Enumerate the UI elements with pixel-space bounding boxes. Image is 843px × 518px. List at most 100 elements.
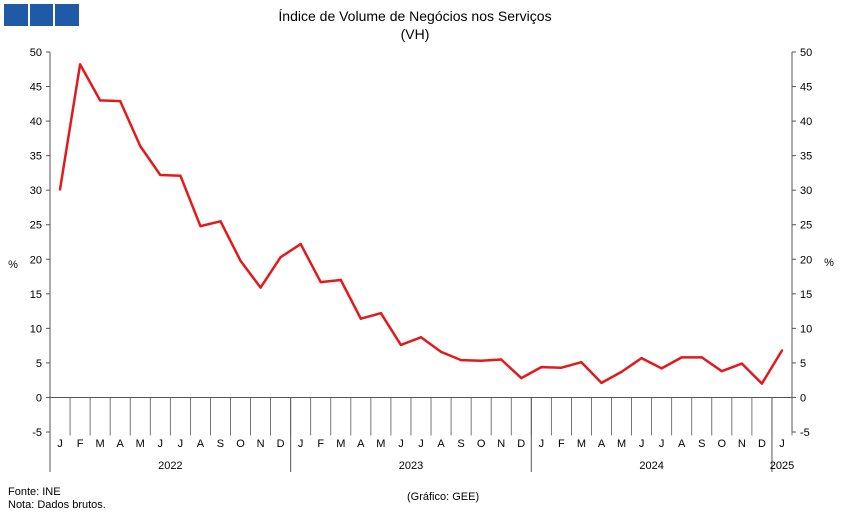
data-point [219, 220, 222, 223]
y-tick-label-right: 45 [800, 82, 812, 94]
data-point [540, 365, 543, 369]
data-point [279, 256, 282, 259]
data-point [98, 99, 102, 102]
x-tick-label: J [779, 438, 785, 450]
x-tick-label: O [718, 438, 727, 450]
x-tick-label: A [197, 438, 205, 450]
y-tick-label-left: 15 [30, 289, 42, 301]
data-point [139, 144, 142, 148]
y-tick-label-right: 30 [800, 185, 812, 197]
x-tick-label: A [437, 438, 445, 450]
x-tick-label: J [418, 438, 424, 450]
x-tick-label: J [298, 438, 304, 450]
x-tick-label: A [598, 438, 606, 450]
data-point [720, 370, 724, 373]
year-label: 2024 [639, 460, 663, 472]
data-point [459, 358, 463, 362]
x-tick-label: A [678, 438, 686, 450]
x-tick-label: N [497, 438, 505, 450]
x-tick-label: J [178, 438, 184, 450]
x-tick-label: J [639, 438, 645, 450]
y-tick-label-left: 10 [30, 323, 42, 335]
y-tick-label-left: 0 [36, 392, 42, 404]
data-point [660, 367, 663, 370]
data-point [740, 362, 744, 365]
y-tick-label-left: 20 [30, 254, 42, 266]
x-tick-label: J [158, 438, 164, 450]
data-point [399, 343, 403, 347]
logo-square [29, 4, 54, 26]
data-note: Nota: Dados brutos. [8, 499, 106, 511]
plot-area [58, 63, 784, 385]
data-point [620, 370, 623, 374]
logo [4, 4, 80, 26]
x-tick-label: M [96, 438, 105, 450]
data-point [259, 286, 262, 289]
x-tick-label: F [558, 438, 565, 450]
y-tick-label-left: 5 [36, 358, 42, 370]
data-point [520, 376, 523, 380]
data-point [239, 259, 242, 262]
data-point [680, 356, 683, 359]
data-point [159, 173, 162, 177]
x-tick-label: D [758, 438, 766, 450]
series-line [58, 63, 784, 385]
data-point [560, 366, 563, 369]
y-tick-label-left: 50 [30, 47, 42, 59]
x-tick-label: F [317, 438, 324, 450]
data-point [580, 361, 583, 364]
x-tick-label: M [376, 438, 385, 450]
y-tick-label-left: -5 [32, 427, 42, 439]
y-tick-label-right: 0 [800, 392, 806, 404]
y-tick-label-left: 35 [30, 151, 42, 163]
data-point [760, 382, 764, 385]
data-point [359, 317, 363, 320]
x-tick-label: F [77, 438, 84, 450]
data-point [58, 188, 62, 191]
x-tick-label: N [738, 438, 746, 450]
data-point [700, 356, 703, 359]
x-tick-label: M [136, 438, 145, 450]
y-tick-label-left: 25 [30, 220, 42, 232]
source-note: Fonte: INE [8, 486, 61, 498]
x-tick-label: S [217, 438, 224, 450]
y-tick-label-right: 20 [800, 254, 812, 266]
x-tick-label: J [398, 438, 404, 450]
year-label: 2022 [158, 460, 182, 472]
x-tick-label: J [57, 438, 63, 450]
y-tick-label-right: 35 [800, 151, 812, 163]
y-tick-label-right: 5 [800, 358, 806, 370]
x-tick-label: A [117, 438, 125, 450]
y-tick-label-right: 15 [800, 289, 812, 301]
y-tick-label-right: 10 [800, 323, 812, 335]
data-point [339, 278, 342, 282]
chart-subtitle: (VH) [401, 26, 430, 42]
x-tick-label: O [477, 438, 486, 450]
y-tick-label-right: 40 [800, 116, 812, 128]
y-axis-label-right: % [824, 257, 834, 269]
logo-square [4, 4, 28, 26]
data-point [299, 242, 302, 246]
y-tick-label-left: 30 [30, 185, 42, 197]
x-tick-label: D [517, 438, 525, 450]
y-tick-label-left: 40 [30, 116, 42, 128]
data-point [780, 349, 784, 352]
data-point [479, 359, 483, 363]
data-point [78, 63, 82, 66]
x-tick-label: J [539, 438, 545, 450]
year-label: 2025 [770, 460, 794, 472]
data-point [199, 224, 202, 228]
x-tick-label: M [577, 438, 586, 450]
x-tick-label: D [277, 438, 285, 450]
x-tick-label: O [236, 438, 245, 450]
data-point [439, 350, 443, 354]
x-tick-label: N [257, 438, 265, 450]
data-point [118, 99, 122, 103]
x-tick-label: S [457, 438, 464, 450]
y-tick-label-right: 25 [800, 220, 812, 232]
chart-title: Índice de Volume de Negócios nos Serviço… [278, 8, 551, 24]
data-point [319, 280, 322, 284]
x-tick-label: A [357, 438, 365, 450]
